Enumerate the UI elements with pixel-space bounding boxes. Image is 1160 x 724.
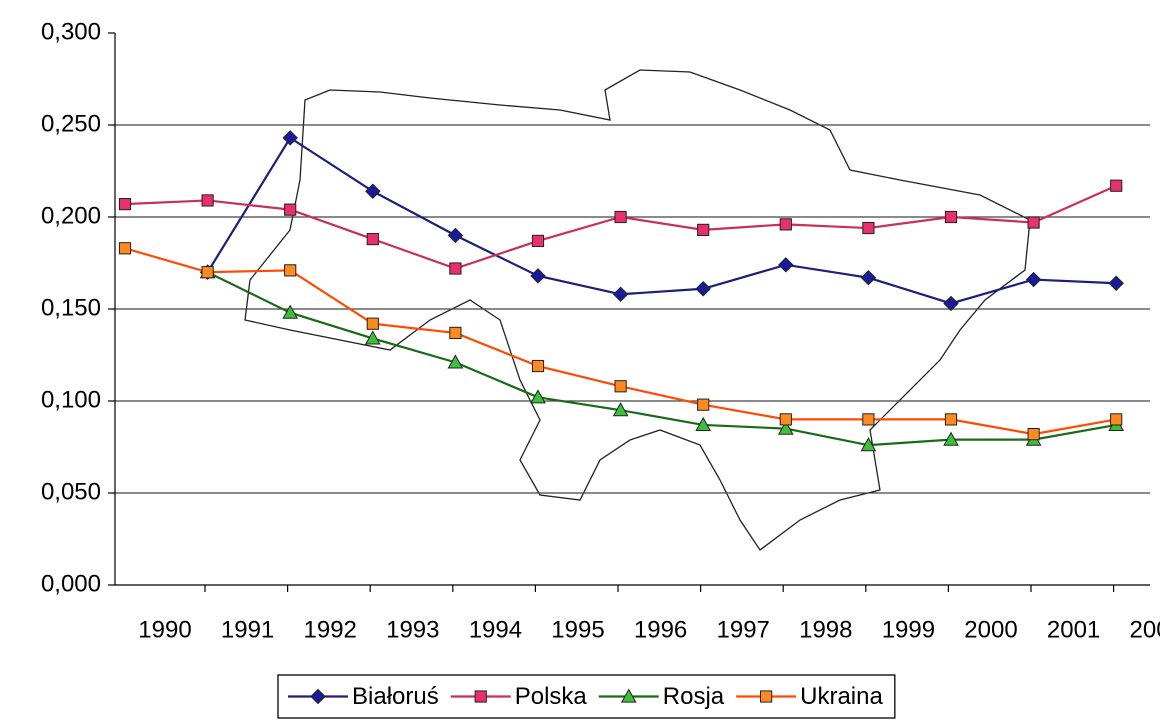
marker	[364, 330, 381, 345]
series-line	[207, 271, 1117, 447]
legend-label: Polska	[515, 683, 588, 710]
marker	[779, 218, 792, 231]
marker	[1025, 271, 1042, 288]
marker	[447, 354, 464, 369]
marker	[530, 268, 546, 284]
marker	[862, 221, 875, 235]
y-tick-label: 0,250	[41, 110, 101, 137]
marker	[284, 264, 297, 277]
x-tick-label: 1993	[386, 616, 439, 643]
x-tick-label: 1997	[717, 616, 770, 643]
marker	[284, 203, 297, 216]
marker	[447, 227, 464, 244]
marker	[474, 690, 487, 703]
y-tick-label: 0,200	[41, 202, 101, 229]
x-tick-label: 1995	[551, 616, 604, 643]
marker	[1108, 275, 1124, 291]
marker	[778, 257, 794, 273]
x-tick-label: 1996	[634, 616, 687, 643]
marker	[697, 398, 710, 411]
marker	[531, 234, 545, 248]
marker	[777, 420, 794, 435]
series-line	[124, 184, 1117, 270]
marker	[760, 690, 773, 703]
legend-item: Polska	[450, 683, 588, 710]
x-tick-label: 1994	[469, 616, 522, 643]
legend-item: Ukraina	[736, 683, 883, 710]
y-tick-label: 0,050	[41, 478, 101, 505]
legend: Białoruś Polska Rosja Ukraina	[277, 674, 896, 719]
x-tick-label: 2002	[1130, 616, 1160, 643]
marker	[943, 431, 959, 446]
marker	[1027, 216, 1040, 229]
marker	[282, 130, 298, 146]
marker	[282, 304, 299, 319]
marker	[779, 413, 792, 426]
x-tick-label: 2000	[964, 616, 1017, 643]
y-tick-label: 0,100	[41, 386, 101, 413]
x-tick-label: 1990	[138, 616, 191, 643]
marker	[944, 210, 958, 224]
marker	[530, 389, 546, 404]
marker	[1027, 428, 1040, 441]
y-tick-label: 0,000	[41, 570, 101, 597]
legend-label: Rosja	[663, 683, 725, 710]
marker	[366, 317, 379, 330]
marker	[612, 286, 629, 302]
marker	[310, 688, 326, 705]
legend-item: Rosja	[598, 683, 725, 710]
marker	[620, 688, 637, 703]
marker	[612, 402, 629, 417]
marker	[449, 262, 462, 275]
marker	[860, 270, 877, 286]
x-tick-label: 1992	[304, 616, 357, 643]
marker	[695, 416, 712, 432]
marker	[862, 413, 875, 426]
legend-item: Białoruś	[288, 683, 439, 710]
marker	[860, 437, 877, 452]
marker	[366, 232, 379, 246]
legend-label: Białoruś	[352, 683, 439, 710]
marker	[201, 194, 214, 207]
series-line	[206, 136, 1117, 305]
marker	[1110, 179, 1123, 192]
marker	[365, 183, 381, 199]
marker	[943, 295, 959, 312]
marker	[697, 223, 710, 236]
marker	[614, 210, 627, 224]
marker	[118, 198, 132, 211]
legend-label: Ukraina	[800, 683, 883, 710]
map-outline	[244, 69, 1031, 551]
marker	[531, 359, 545, 373]
marker	[201, 266, 214, 279]
x-tick-label: 2001	[1047, 616, 1100, 643]
marker	[118, 242, 132, 255]
y-tick-label: 0,150	[41, 294, 101, 321]
marker	[1110, 413, 1123, 426]
marker	[695, 281, 711, 297]
x-tick-label: 1999	[882, 616, 935, 643]
x-tick-label: 1991	[221, 616, 274, 643]
marker	[449, 326, 462, 340]
marker	[944, 413, 958, 426]
marker	[614, 380, 627, 393]
y-tick-label: 0,300	[41, 18, 101, 45]
x-tick-label: 1998	[799, 616, 852, 643]
